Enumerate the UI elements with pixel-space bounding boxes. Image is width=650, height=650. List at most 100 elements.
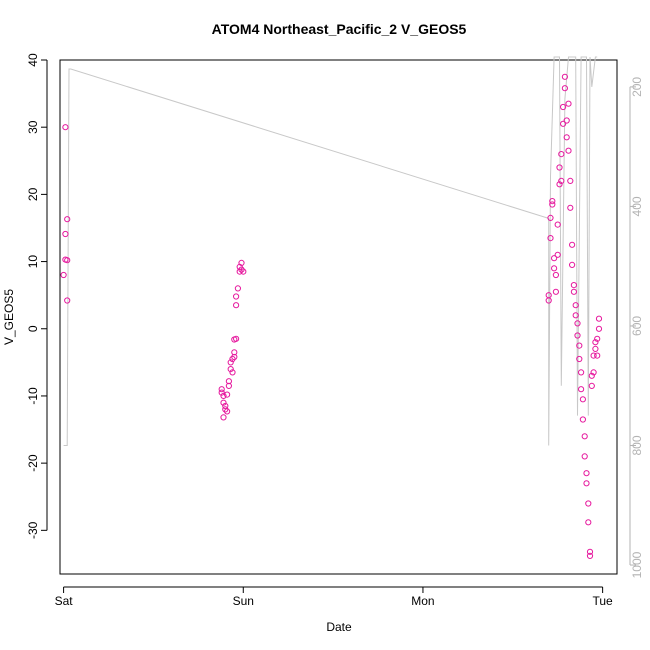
data-point: [560, 103, 567, 111]
data-point: [590, 369, 597, 376]
data-point: [64, 216, 71, 223]
data-point: [62, 124, 69, 131]
data-point: [574, 332, 581, 339]
chart-title: ATOM4 Northeast_Pacific_2 V_GEOS5: [212, 21, 467, 37]
data-point-group: [60, 73, 603, 560]
data-point: [563, 134, 570, 141]
data-point: [594, 335, 601, 342]
data-point: [570, 288, 578, 295]
data-point: [556, 164, 563, 171]
data-point: [588, 382, 595, 389]
bottom-tick-label: Mon: [411, 594, 434, 608]
data-point: [586, 548, 594, 555]
data-point: [561, 85, 569, 92]
data-point: [588, 372, 595, 379]
data-point: [233, 335, 240, 342]
data-point: [574, 320, 581, 327]
data-point: [558, 151, 565, 158]
data-point: [594, 352, 601, 359]
data-point: [222, 402, 229, 410]
pressure-line: [63, 56, 598, 446]
data-point: [227, 366, 234, 373]
data-point: [586, 552, 594, 560]
data-point: [240, 268, 247, 275]
left-tick-label: -20: [26, 454, 40, 472]
right-tick-label: 800: [630, 435, 644, 455]
x-axis-label: Date: [326, 620, 352, 634]
data-point: [576, 342, 583, 349]
left-tick-label: 10: [26, 255, 40, 269]
plot-frame: [59, 59, 618, 575]
data-point: [583, 470, 590, 477]
left-tick-label: -10: [26, 387, 40, 405]
data-point: [220, 414, 227, 421]
data-point: [224, 408, 231, 415]
data-point: [227, 359, 234, 366]
data-point: [549, 201, 556, 208]
data-point: [552, 288, 560, 295]
data-point: [231, 353, 238, 361]
left-tick-label: 40: [26, 53, 40, 67]
data-point: [238, 266, 245, 273]
bottom-tick-label: Tue: [593, 594, 614, 608]
data-point: [225, 378, 232, 385]
data-point: [583, 480, 590, 487]
data-point: [233, 302, 240, 309]
data-point: [225, 382, 232, 389]
data-point: [578, 369, 585, 376]
data-point: [220, 399, 227, 406]
right-tick-label: 1000: [630, 551, 644, 578]
data-point: [581, 433, 588, 440]
data-point: [60, 271, 67, 279]
data-point: [567, 204, 574, 211]
data-point: [595, 325, 603, 332]
data-point: [579, 396, 587, 403]
data-point: [552, 271, 560, 279]
y-axis-label: V_GEOS5: [2, 289, 16, 345]
right-axis: 200 400 600 800 1000: [629, 77, 644, 578]
data-point: [549, 198, 556, 205]
data-point: [556, 181, 563, 188]
data-point: [224, 391, 231, 398]
data-point: [578, 386, 585, 393]
right-tick-label: 400: [630, 196, 644, 216]
right-tick-label: 600: [630, 316, 644, 336]
left-tick-label: -30: [26, 521, 40, 539]
left-tick-label: 20: [26, 187, 40, 201]
data-point: [585, 519, 592, 526]
data-point: [551, 255, 558, 262]
left-tick-label: 0: [26, 325, 40, 332]
data-point: [592, 345, 599, 352]
bottom-axis: Sat Sun Mon Tue: [55, 586, 614, 608]
data-point: [218, 389, 225, 396]
data-point: [590, 352, 597, 359]
data-point: [234, 285, 241, 292]
data-point: [565, 147, 572, 154]
data-point: [561, 73, 569, 80]
data-point: [554, 221, 561, 228]
data-point: [581, 453, 588, 460]
data-point: [572, 312, 579, 319]
data-point: [233, 293, 240, 300]
data-point: [569, 261, 576, 268]
data-point: [579, 416, 587, 423]
data-point: [570, 282, 578, 289]
data-point: [229, 369, 236, 376]
data-point: [569, 241, 576, 248]
data-point: [220, 392, 227, 399]
data-point: [547, 214, 554, 221]
data-point: [238, 259, 245, 266]
data-point: [565, 100, 572, 107]
data-point: [218, 386, 225, 393]
data-point: [545, 292, 552, 299]
left-axis: -30 -20 -10 0 10 20 30 40: [26, 53, 48, 539]
left-tick-label: 30: [26, 120, 40, 134]
data-point: [592, 339, 599, 346]
bottom-tick-label: Sun: [233, 594, 254, 608]
data-point: [572, 302, 579, 309]
right-tick-label: 200: [630, 77, 644, 97]
data-point: [563, 117, 570, 124]
data-point: [560, 120, 567, 127]
data-point: [558, 177, 565, 184]
